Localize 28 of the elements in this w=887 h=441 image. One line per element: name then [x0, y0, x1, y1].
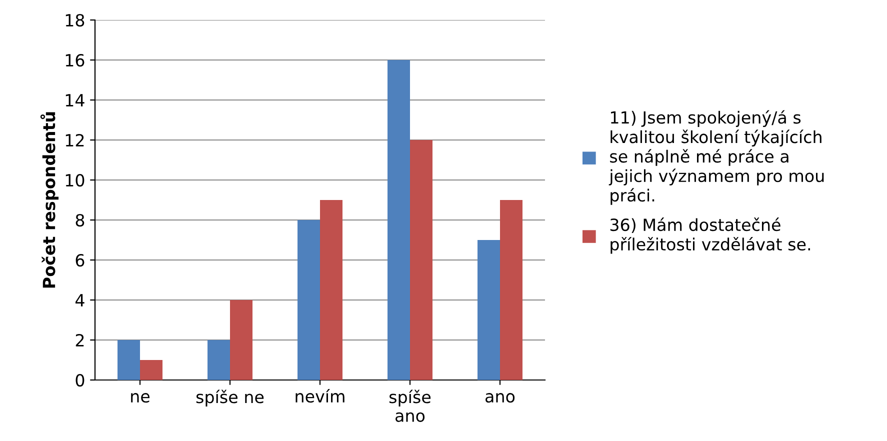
bar — [500, 200, 522, 380]
y-tick-label: 16 — [66, 54, 84, 67]
bar — [478, 240, 500, 380]
x-tick-label: spíše ne — [196, 390, 264, 407]
x-tick-label: ne — [131, 393, 150, 403]
y-tick-label: 18 — [66, 14, 84, 27]
y-tick-label: 4 — [75, 294, 84, 306]
bar — [208, 340, 230, 380]
x-tick-label: nevím — [296, 389, 344, 403]
y-tick-label: 2 — [76, 334, 84, 346]
y-tick-label: 14 — [66, 94, 84, 106]
y-tick-label: 10 — [66, 174, 84, 187]
x-tick-label: spíše ano — [389, 390, 431, 422]
legend-label: 11) Jsem spokojený/á s kvalitou školení týkajících se náplně mé práce a jejich významem pro mou práci. — [608, 110, 824, 205]
y-tick-label: 6 — [76, 254, 84, 267]
legend-label: 36) Mám dostatečné příležitosti vzdělávat se. — [610, 218, 810, 254]
bar — [298, 220, 320, 380]
y-tick-label: 0 — [76, 374, 84, 387]
bar — [410, 140, 432, 380]
y-tick-label: 8 — [76, 214, 84, 227]
y-axis-title: Počet respondentů — [40, 112, 59, 288]
bar — [320, 200, 342, 380]
x-tick-label: ano — [486, 393, 515, 403]
bar — [230, 300, 252, 380]
bar — [140, 360, 162, 380]
bar — [388, 60, 410, 380]
bar — [118, 340, 140, 380]
y-tick-label: 12 — [66, 134, 84, 146]
